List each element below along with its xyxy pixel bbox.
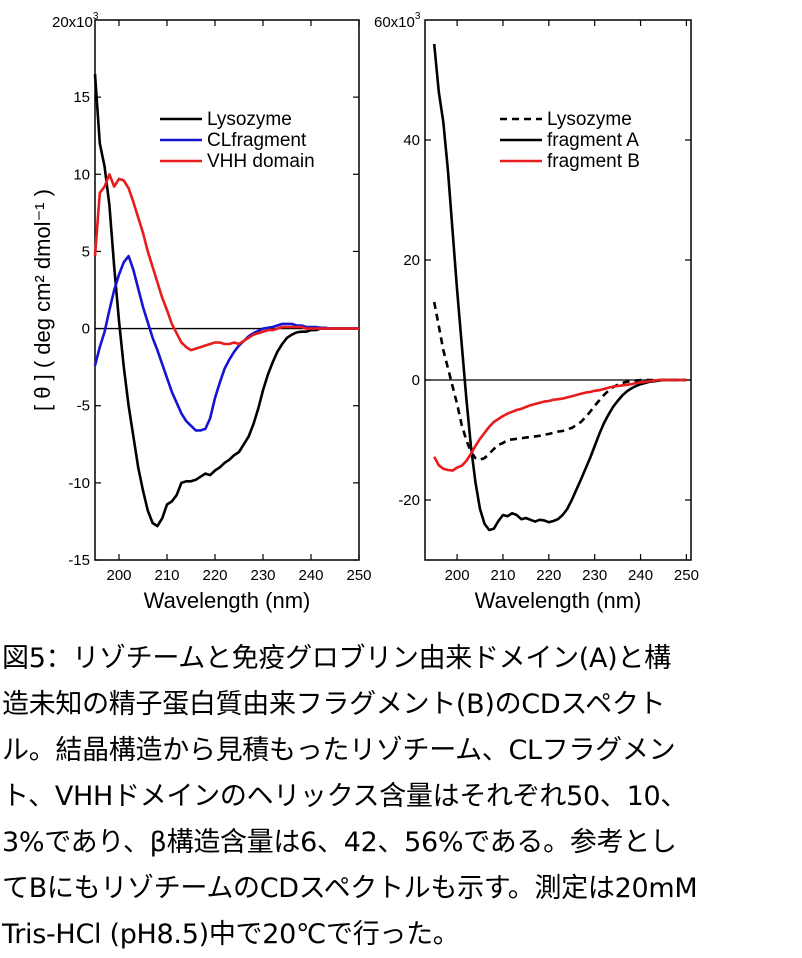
y-tick-label: 10 — [73, 166, 90, 183]
panel-a-ticks: 200 210 220 230 240 250 -15 -10 -5 0 5 10 15 — [68, 20, 372, 584]
x-tick-label: 250 — [346, 567, 371, 584]
caption-line: 図5：リゾチームと免疫グロブリン由来ドメイン(A)と構 — [2, 643, 671, 674]
legend-label: Lysozyme — [547, 109, 632, 130]
x-tick-label: 230 — [582, 567, 607, 584]
caption-line: 造未知の精子蛋白質由来フラグメント(B)のCDスペクト — [2, 689, 666, 720]
panel-a-x-axis-label: Wavelength (nm) — [144, 588, 311, 613]
panel-a-y-scale-label: 20x103 — [52, 11, 99, 31]
x-tick-label: 240 — [298, 567, 323, 584]
cd-spectra-figure: 20x103 Wavelength (nm) [ θ ] ( deg cm² d… — [30, 11, 699, 613]
y-tick-label: -20 — [398, 492, 420, 509]
x-tick-label: 210 — [490, 567, 515, 584]
figure-caption: 図5：リゾチームと免疫グロブリン由来ドメイン(A)と構 造未知の精子蛋白質由来フ… — [2, 636, 800, 958]
x-tick-label: 220 — [202, 567, 227, 584]
y-tick-label: 0 — [412, 372, 420, 389]
y-tick-label: 40 — [403, 132, 420, 149]
series-line-clfragment — [93, 254, 359, 432]
legend-label: fragment B — [547, 151, 640, 172]
x-tick-label: 200 — [445, 567, 470, 584]
caption-line: ル。結晶構造から見積もったリゾチーム、CLフラグメン — [2, 735, 676, 766]
x-tick-label: 240 — [628, 567, 653, 584]
panel-a-frame — [94, 19, 360, 561]
series-line-lysozyme — [432, 301, 687, 462]
panel-a-y-axis-label: [ θ ] ( deg cm² dmol⁻¹ ) — [30, 189, 55, 411]
legend-label: VHH domain — [207, 151, 315, 172]
legend-label: CLfragment — [207, 130, 307, 151]
panel-b-y-scale-label: 60x103 — [374, 11, 421, 31]
y-tick-label: -10 — [68, 475, 90, 492]
panel-b-frame — [424, 19, 692, 561]
x-tick-label: 250 — [674, 567, 699, 584]
panel-b-x-axis-label: Wavelength (nm) — [475, 588, 642, 613]
panel-a-series-lines — [93, 73, 359, 528]
panel-b-ticks: 200 210 220 230 240 250 -20 0 20 40 — [398, 20, 699, 584]
y-tick-label: 5 — [82, 243, 90, 260]
series-line-fragment-b — [433, 378, 687, 472]
caption-line: ト、VHHドメインのヘリックス含量はそれぞれ50、10、 — [2, 781, 688, 812]
y-tick-label: 15 — [73, 89, 90, 106]
x-tick-label: 210 — [154, 567, 179, 584]
legend-label: fragment A — [547, 130, 639, 151]
caption-line: Tris-HCl (pH8.5)中で20℃で行った。 — [2, 919, 460, 950]
y-tick-label: -5 — [77, 398, 90, 415]
series-line-vhh-domain — [93, 173, 359, 352]
series-line-lysozyme — [93, 73, 359, 528]
x-tick-label: 200 — [106, 567, 131, 584]
y-tick-label: -15 — [68, 552, 90, 569]
x-tick-label: 230 — [250, 567, 275, 584]
caption-line: てBにもリゾチームのCDスペクトルも示す。測定は20mM — [2, 873, 698, 904]
caption-line: 3%であり、β構造含量は6、42、56%である。参考とし — [2, 827, 677, 858]
x-tick-label: 220 — [536, 567, 561, 584]
legend-label: Lysozyme — [207, 109, 292, 130]
panel-b-chart: 60x103 Wavelength (nm) 200 210 220 230 240 25… — [374, 11, 699, 613]
panel-a-chart: 20x103 Wavelength (nm) [ θ ] ( deg cm² d… — [30, 11, 372, 613]
y-tick-label: 0 — [82, 321, 90, 338]
y-tick-label: 20 — [403, 252, 420, 269]
panel-b-series-lines — [432, 43, 687, 532]
